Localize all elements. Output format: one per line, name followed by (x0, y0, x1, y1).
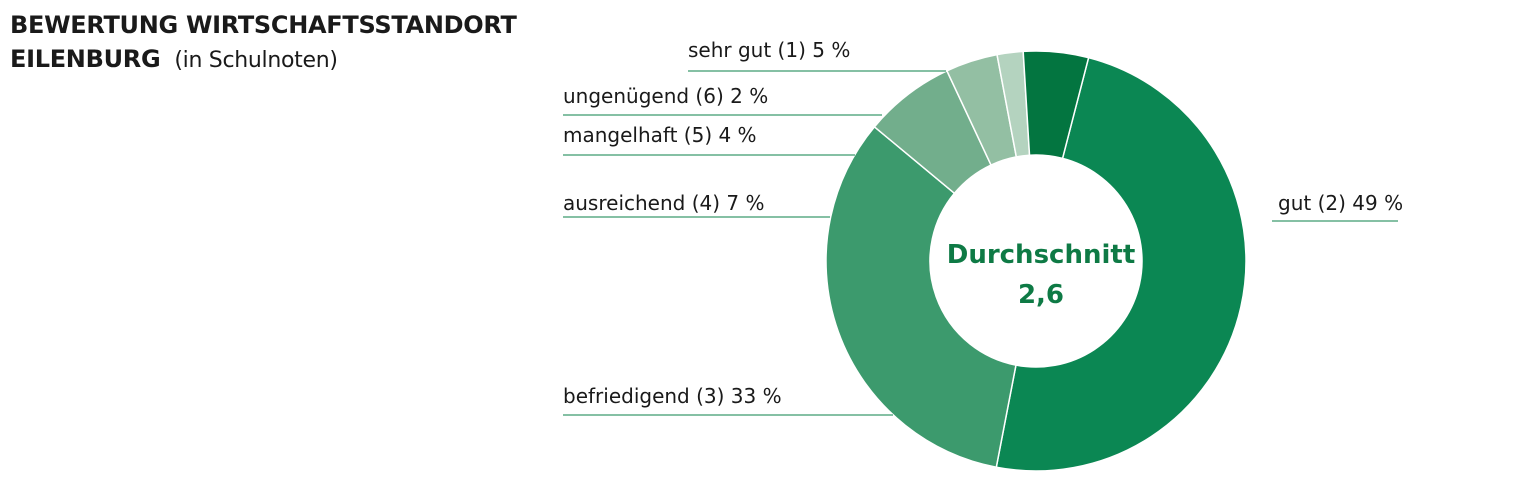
slice-label-mangelhaft-5: mangelhaft (5) 4 % (563, 123, 757, 147)
slice-labels: gut (2) 49 % befriedigend (3) 33 % ausreic… (563, 38, 1403, 408)
chart-title: BEWERTUNG WIRTSCHAFTSSTANDORT EILENBURG (… (10, 8, 517, 78)
slice-sehr-gut-1 (1022, 50, 1090, 160)
slice-gut-2 (995, 56, 1247, 472)
slice-label-befriedigend-3: befriedigend (3) 33 % (563, 384, 782, 408)
title-line-1: BEWERTUNG WIRTSCHAFTSSTANDORT (10, 11, 517, 39)
slice-label-ungenügend-6: ungenügend (6) 2 % (563, 84, 768, 108)
slice-label-ausreichend-4: ausreichend (4) 7 % (563, 191, 764, 215)
slice-befriedigend-3 (825, 125, 1017, 469)
title-line-2-text: EILENBURG (10, 45, 161, 73)
donut-slices (825, 50, 1247, 472)
center-label: Durchschnitt (947, 240, 1136, 270)
center-value: 2,6 (1018, 280, 1064, 310)
leader-lines (563, 70, 1398, 416)
slice-label-sehr-gut-1: sehr gut (1) 5 % (688, 38, 850, 62)
title-subtitle: (in Schulnoten) (174, 48, 338, 73)
slice-label-gut-2: gut (2) 49 % (1278, 191, 1403, 215)
title-line-2: EILENBURG (in Schulnoten) (10, 42, 517, 78)
